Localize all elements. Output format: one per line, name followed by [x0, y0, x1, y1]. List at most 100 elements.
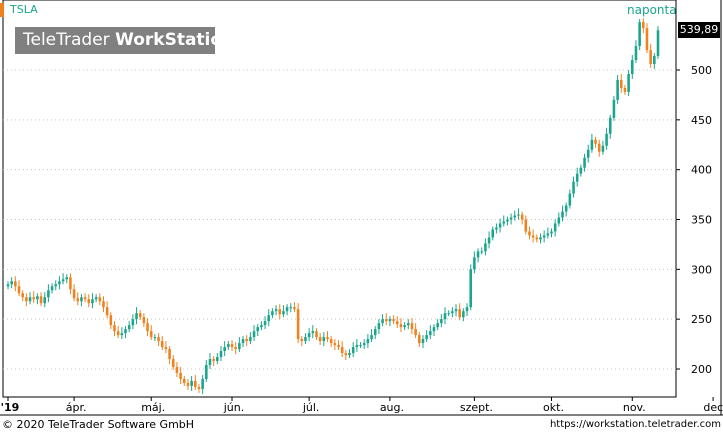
candle-body — [164, 347, 168, 350]
symbol-color-marker — [0, 3, 4, 17]
candle — [105, 301, 109, 319]
candle — [410, 318, 414, 335]
candle — [340, 341, 344, 358]
candle — [175, 362, 179, 377]
candle-body — [326, 337, 329, 340]
candle — [568, 189, 572, 209]
candle — [546, 227, 550, 239]
candle-body — [300, 339, 304, 342]
candle — [509, 213, 513, 225]
candle-body — [304, 337, 307, 342]
candlestick-series — [6, 18, 660, 394]
candle-body — [546, 233, 550, 236]
candle-body — [267, 315, 271, 322]
candle-body — [69, 277, 72, 290]
candle — [282, 305, 285, 318]
candle-body — [583, 157, 586, 168]
candle-body — [216, 357, 219, 362]
candle-body — [208, 359, 212, 366]
candle-body — [113, 325, 116, 332]
candle — [146, 318, 149, 337]
candle — [425, 330, 428, 343]
candle-body — [171, 359, 175, 368]
candle-body — [197, 386, 201, 389]
candle — [47, 284, 50, 303]
candle-body — [399, 324, 403, 328]
candle-body — [102, 301, 105, 308]
footer-url-link[interactable]: https://workstation.teletrader.com — [549, 419, 721, 430]
candle — [260, 321, 263, 331]
candle — [484, 238, 487, 256]
candle — [87, 294, 91, 308]
y-tick-label: 400 — [691, 164, 712, 177]
candle — [216, 353, 219, 365]
candle-body — [597, 143, 601, 152]
y-tick-label: 250 — [691, 313, 712, 326]
candle-body — [550, 231, 553, 234]
candle — [473, 251, 476, 274]
x-tick-label: dec. — [703, 401, 723, 414]
candle — [462, 308, 465, 322]
symbol-label[interactable]: TSLA — [10, 3, 38, 16]
x-tick-label: '19 — [1, 401, 20, 414]
x-tick-label: szept. — [460, 401, 493, 414]
candle — [76, 292, 80, 306]
period-label[interactable]: naponta — [627, 3, 677, 17]
candle-body — [653, 56, 656, 65]
y-axis-ticks: 200 250 300 350 400 450 500 — [676, 64, 712, 376]
candle — [597, 139, 601, 157]
candle-body — [230, 344, 234, 348]
candle-body — [186, 382, 190, 386]
candle-body — [61, 279, 65, 282]
candle — [370, 329, 373, 343]
candle-body — [289, 307, 293, 309]
watermark-product: WorkStation — [115, 30, 235, 50]
candle — [491, 226, 495, 241]
candle — [436, 319, 439, 331]
candle-body — [80, 297, 83, 302]
x-tick-label: nov. — [623, 401, 646, 414]
candle-body — [105, 307, 109, 316]
candle-body — [94, 297, 98, 300]
candle-body — [263, 321, 267, 326]
candle — [289, 303, 293, 313]
candle — [135, 307, 138, 325]
y-tick-label: 500 — [691, 64, 712, 77]
candle — [43, 292, 47, 308]
candle — [14, 276, 17, 292]
candle — [80, 294, 83, 307]
candle — [539, 233, 542, 244]
candle-body — [649, 50, 652, 65]
candle — [65, 274, 69, 284]
candle — [300, 336, 304, 347]
candle-body — [355, 345, 359, 348]
candle — [190, 375, 193, 391]
candle-body — [392, 319, 395, 322]
grid-lines — [3, 69, 676, 370]
candle — [83, 293, 87, 303]
candle-body — [50, 286, 54, 291]
candle — [487, 231, 491, 249]
candle — [315, 328, 318, 341]
candle-body — [329, 339, 333, 344]
candle-body — [454, 309, 458, 312]
candle — [322, 332, 326, 347]
candle-body — [605, 133, 608, 146]
candle-body — [638, 22, 641, 47]
candle — [252, 325, 256, 342]
candle — [535, 234, 539, 243]
candle-body — [249, 337, 252, 342]
candle-body — [168, 349, 171, 360]
candle-body — [586, 149, 590, 158]
candle — [39, 292, 43, 307]
candle — [131, 314, 135, 330]
candle — [627, 70, 630, 96]
candle — [649, 44, 652, 69]
candle-body — [21, 293, 24, 298]
candle — [98, 293, 102, 306]
x-tick-label: ápr. — [66, 401, 87, 414]
candle-body — [623, 87, 627, 92]
candle-body — [87, 299, 91, 304]
candle-body — [579, 167, 583, 174]
candle-body — [370, 335, 373, 340]
